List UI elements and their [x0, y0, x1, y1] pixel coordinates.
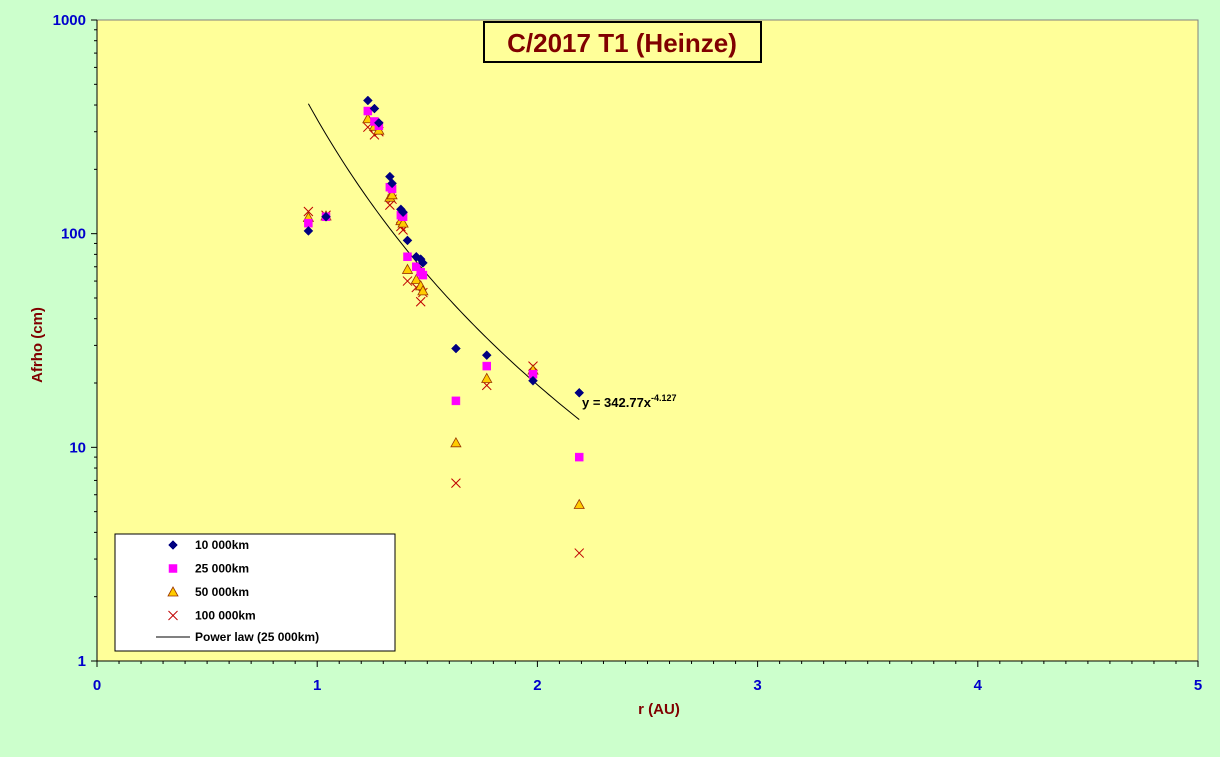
points-layer: [302, 95, 585, 558]
x-marker-stroke: [385, 200, 395, 210]
fit-equation-label: y = 342.77x-4.127: [582, 393, 677, 410]
data-point-25000km: [482, 361, 492, 371]
x-marker-stroke: [303, 206, 314, 217]
x-tick-label: 4: [974, 677, 983, 694]
x-tick-label: 3: [753, 677, 761, 694]
chart-title-box: C/2017 T1 (Heinze): [483, 21, 762, 63]
data-point-25000km: [451, 396, 461, 406]
fit-equation-exponent: -4.127: [651, 393, 677, 403]
data-point-100000km: [303, 206, 314, 217]
data-point-50000km: [397, 217, 409, 228]
data-point-25000km: [418, 270, 428, 280]
data-point-10000km: [402, 235, 413, 246]
data-point-50000km: [401, 263, 414, 274]
legend-label-100000km: 100 000km: [195, 609, 256, 623]
data-point-50000km: [386, 188, 398, 200]
x-marker-stroke: [402, 276, 413, 286]
x-marker-stroke: [574, 548, 585, 558]
legend-items: 10 000km 25 000km 50 000km 100 000km: [167, 538, 256, 623]
y-tick-label: 1: [78, 653, 86, 670]
x-tick-label: 1: [313, 677, 321, 694]
axis-ticks: [91, 19, 1199, 667]
x-marker-stroke: [168, 610, 178, 621]
legend-marker-25000km: [168, 564, 178, 573]
legend-fit-label: Power law (25 000km): [195, 630, 319, 644]
y-tick-label: 10: [69, 439, 86, 456]
x-tick-label: 0: [93, 677, 101, 694]
data-point-10000km: [528, 375, 538, 386]
data-point-10000km: [387, 178, 397, 189]
data-point-25000km: [304, 218, 313, 228]
y-tick-label: 1000: [53, 12, 86, 29]
data-point-25000km: [574, 452, 584, 462]
data-point-25000km: [363, 106, 373, 116]
legend-label-50000km: 50 000km: [195, 585, 249, 599]
data-point-10000km: [398, 207, 408, 218]
data-point-50000km: [481, 372, 493, 383]
data-point-10000km: [369, 103, 380, 114]
data-point-10000km: [574, 387, 585, 398]
data-point-25000km: [412, 262, 421, 272]
data-point-100000km: [451, 478, 461, 488]
data-point-100000km: [574, 548, 585, 558]
data-point-100000km: [385, 200, 395, 210]
x-tick-label: 5: [1194, 677, 1202, 694]
data-point-50000km: [573, 498, 585, 509]
chart-title-frame: [483, 21, 762, 63]
data-point-50000km: [417, 285, 429, 296]
data-point-10000km: [321, 211, 331, 222]
x-marker-stroke: [415, 296, 426, 307]
y-axis-label: Afrho (cm): [29, 307, 46, 383]
y-tick-label: 100: [61, 226, 86, 243]
legend-frame: [114, 533, 396, 652]
series-10000km: [303, 95, 585, 398]
legend-marker-100000km: [168, 610, 178, 621]
legend-label-10000km: 10 000km: [195, 538, 249, 552]
data-point-10000km: [362, 95, 373, 106]
data-point-25000km: [403, 252, 412, 261]
x-tick-label: 2: [533, 677, 541, 694]
data-point-100000km: [402, 276, 413, 286]
fit-equation-text: y = 342.77x: [582, 395, 652, 410]
data-point-100000km: [415, 296, 426, 307]
data-point-10000km: [418, 258, 428, 268]
legend: 10 000km 25 000km 50 000km 100 000km Power …: [114, 533, 396, 652]
legend-marker-10000km: [168, 540, 178, 550]
legend-marker-50000km: [167, 586, 179, 597]
data-point-10000km: [451, 343, 461, 354]
data-point-10000km: [303, 226, 314, 236]
x-marker-stroke: [451, 478, 461, 488]
chart-title: C/2017 T1 (Heinze): [507, 28, 737, 58]
data-point-50000km: [450, 436, 462, 448]
data-point-10000km: [481, 350, 492, 361]
x-axis-label: r (AU): [638, 701, 680, 718]
data-point-10000km: [374, 118, 384, 128]
legend-label-25000km: 25 000km: [195, 562, 249, 576]
